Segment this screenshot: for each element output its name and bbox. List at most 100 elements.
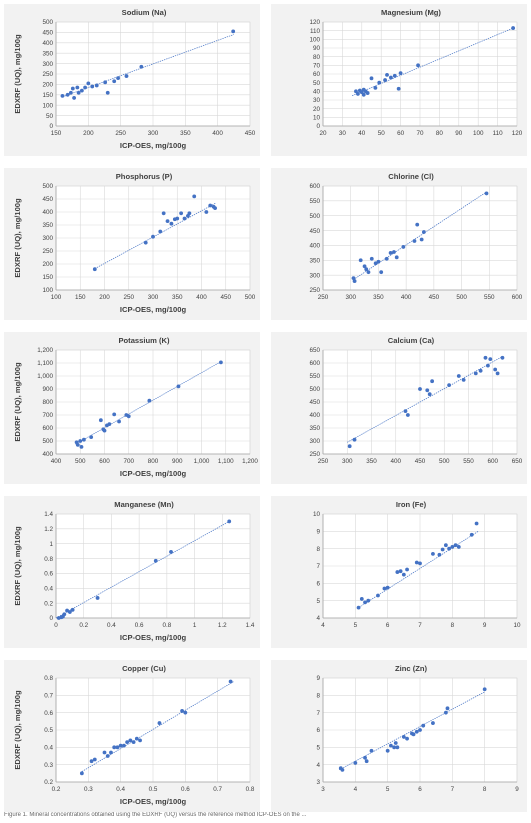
data-point (450, 545, 455, 549)
data-point (383, 78, 387, 82)
x-tick-label: 600 (99, 458, 110, 465)
data-point (175, 216, 180, 221)
y-tick-label: 10 (313, 115, 321, 122)
x-tick-label: 250 (318, 458, 329, 465)
y-tick-label: 6 (316, 581, 320, 588)
data-point (366, 270, 371, 275)
data-point (418, 561, 422, 566)
y-tick-label: 3 (316, 779, 320, 786)
data-point (392, 250, 396, 254)
x-tick-label: 100 (473, 130, 484, 137)
data-point (102, 750, 107, 755)
y-tick-label: 1,200 (37, 347, 53, 354)
x-tick-label: 400 (212, 130, 223, 137)
data-point (405, 736, 409, 741)
data-point (488, 357, 493, 361)
x-tick-label: 350 (180, 130, 191, 137)
chart-panel: 3 4 5 6 7 8 9 3 4 5 6 7 8 9 Zinc (Zn) (271, 660, 527, 812)
data-point (78, 439, 83, 443)
x-tick-label: 450 (429, 294, 440, 301)
y-tick-label: 350 (42, 50, 53, 57)
data-point (443, 543, 448, 548)
data-point (461, 378, 466, 382)
x-tick-label: 50 (378, 130, 386, 137)
data-point (421, 723, 426, 728)
x-tick-label: 250 (123, 294, 134, 301)
data-point (161, 211, 166, 216)
data-point (151, 234, 155, 239)
y-tick-label: 400 (309, 412, 320, 419)
x-tick-label: 70 (416, 130, 424, 137)
y-tick-label: 4 (316, 615, 320, 622)
x-tick-label: 20 (319, 130, 327, 137)
x-tick-label: 9 (483, 622, 487, 629)
x-tick-label: 9 (515, 786, 519, 793)
data-point (393, 741, 398, 745)
x-tick-label: 0.6 (135, 622, 144, 629)
data-point (79, 88, 84, 93)
x-tick-label: 400 (401, 294, 412, 301)
data-point (124, 74, 129, 78)
data-point (416, 63, 420, 68)
data-point (109, 750, 113, 755)
data-point (231, 29, 236, 34)
y-tick-label: 800 (42, 399, 53, 406)
data-point (398, 71, 403, 76)
y-axis-label: EDXRF (UQ), mg/100g (13, 526, 22, 606)
data-point (83, 85, 87, 90)
x-tick-label: 110 (493, 130, 504, 137)
data-point (228, 679, 233, 684)
data-point (437, 552, 442, 557)
y-tick-label: 250 (309, 287, 320, 294)
data-point (421, 230, 426, 234)
data-point (352, 279, 357, 283)
x-tick-label: 0.4 (107, 622, 116, 629)
x-tick-label: 500 (456, 294, 467, 301)
y-tick-label: 200 (42, 261, 53, 268)
data-point (363, 755, 367, 760)
y-tick-label: 0.4 (44, 745, 53, 752)
data-point (204, 210, 209, 214)
x-tick-label: 5 (386, 786, 390, 793)
data-point (431, 721, 435, 725)
x-tick-label: 0.2 (79, 622, 88, 629)
data-point (70, 607, 75, 612)
y-tick-label: 40 (313, 89, 321, 96)
y-tick-label: 70 (313, 63, 321, 70)
y-tick-label: 0 (49, 615, 53, 622)
chart-title: Phosphorus (P) (116, 172, 173, 181)
data-point (364, 267, 369, 272)
y-tick-label: 400 (42, 451, 53, 458)
x-tick-label: 0.6 (181, 786, 190, 793)
data-point (68, 90, 73, 95)
y-tick-label: 400 (42, 209, 53, 216)
data-point (139, 64, 144, 69)
data-point (187, 211, 192, 216)
y-tick-label: 0 (49, 123, 53, 130)
data-point (405, 413, 410, 417)
data-point (227, 519, 232, 524)
data-point (157, 721, 162, 725)
y-tick-label: 0.7 (44, 693, 53, 700)
chart-title: Manganese (Mn) (114, 500, 174, 509)
data-point (364, 759, 369, 764)
y-tick-label: 600 (309, 183, 320, 190)
data-point (392, 745, 397, 750)
y-tick-label: 0.2 (44, 779, 53, 786)
x-tick-label: 600 (487, 458, 498, 465)
data-point (219, 360, 223, 365)
data-point (430, 379, 435, 384)
chart-title: Potassium (K) (118, 336, 170, 345)
data-point (182, 216, 187, 221)
x-tick-label: 0.7 (213, 786, 222, 793)
y-tick-label: 500 (309, 386, 320, 393)
data-point (363, 600, 367, 605)
y-tick-label: 350 (309, 425, 320, 432)
y-tick-label: 300 (309, 272, 320, 279)
data-point (94, 83, 99, 88)
data-point (365, 91, 370, 95)
data-point (359, 597, 364, 601)
data-point (482, 687, 487, 692)
x-tick-label: 0.2 (52, 786, 61, 793)
x-tick-label: 40 (358, 130, 366, 137)
